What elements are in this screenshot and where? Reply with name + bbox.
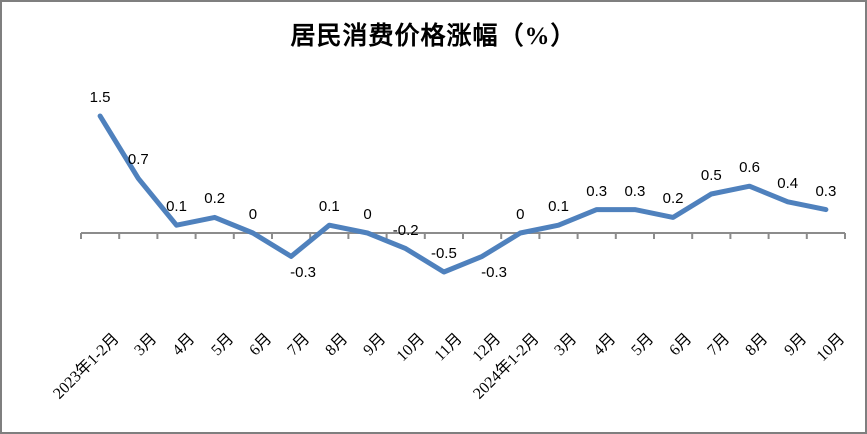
data-label: 0 <box>363 206 372 223</box>
data-label: 0.7 <box>127 151 149 169</box>
data-label: 0.2 <box>204 190 226 208</box>
data-label: -0.2 <box>392 221 419 239</box>
data-label: 0.2 <box>662 190 684 208</box>
data-label: 0.4 <box>777 174 799 192</box>
chart-title: 居民消费价格涨幅（%） <box>290 23 577 50</box>
data-label: -0.3 <box>481 264 508 282</box>
data-label: 0.3 <box>815 182 837 200</box>
data-label: 0.3 <box>624 182 646 200</box>
data-label: 0.6 <box>739 159 760 177</box>
data-label: 1.5 <box>89 89 111 106</box>
data-label: 0 <box>516 206 525 223</box>
data-label: 0.1 <box>548 198 569 216</box>
cpi-trend-line <box>97 113 829 275</box>
data-label: 0 <box>248 206 258 223</box>
data-label: -0.3 <box>290 264 317 282</box>
data-label: 0.1 <box>166 198 187 216</box>
data-label: 0.1 <box>318 198 340 216</box>
data-label: -0.5 <box>430 245 457 262</box>
data-label: 0.5 <box>700 167 722 184</box>
data-label: 0.3 <box>586 182 608 200</box>
